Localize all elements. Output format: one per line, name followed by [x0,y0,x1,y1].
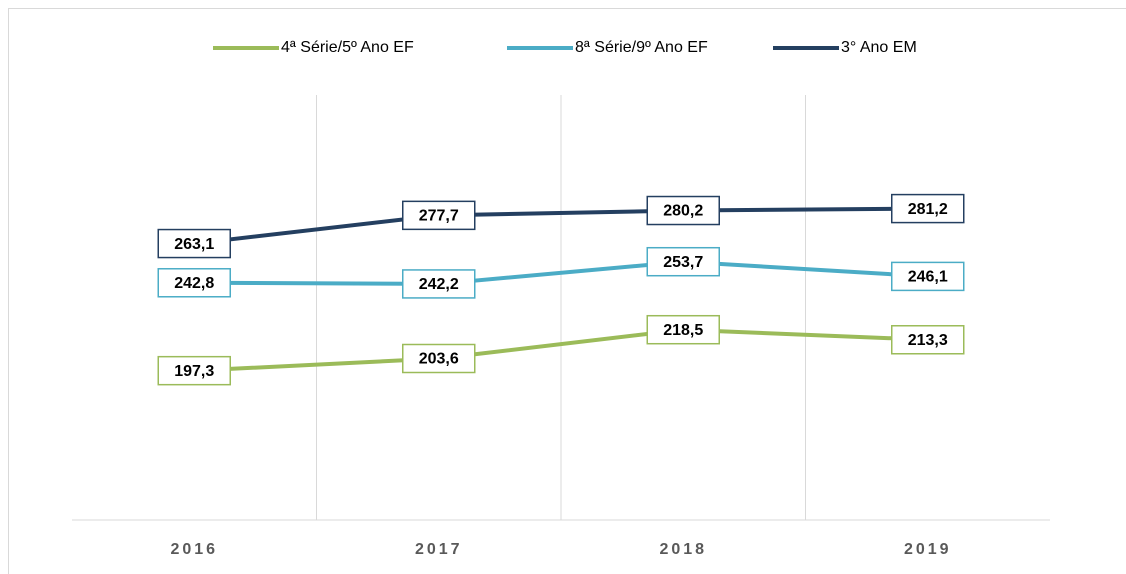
data-label: 242,8 [174,275,214,292]
legend-label: 3° Ano EM [841,39,917,56]
data-label: 218,5 [663,322,703,339]
data-label-box [402,343,476,374]
data-label-box [891,193,965,224]
data-label: 242,2 [419,276,459,293]
x-tick-label: 2016 [170,541,218,558]
data-label: 280,2 [663,203,703,220]
x-tick-label: 2018 [659,541,707,558]
data-label: 253,7 [663,254,703,271]
x-tick-label: 2017 [415,541,463,558]
data-label: 213,3 [908,332,948,349]
data-label: 246,1 [908,269,948,286]
data-label-box [646,246,720,277]
data-label: 203,6 [419,351,459,368]
data-label: 281,2 [908,201,948,218]
data-label-box [402,269,476,299]
x-tick-label: 2019 [904,541,952,558]
legend-label: 4ª Série/5º Ano EF [281,39,414,56]
series-line [194,259,928,286]
data-label: 277,7 [419,208,459,225]
data-label-box [646,314,720,345]
data-label-box [646,195,720,226]
data-label-box [157,228,231,259]
legend-label: 8ª Série/9º Ano EF [575,39,708,56]
data-label: 197,3 [174,363,214,380]
series-line [194,327,928,373]
chart-frame [8,8,1126,574]
data-label-box [157,268,231,298]
data-label: 263,1 [174,236,214,253]
data-label-box [891,325,965,355]
data-label-box [891,261,965,292]
data-label-box [402,200,476,231]
data-label-box [157,355,231,386]
series-line [194,206,928,246]
